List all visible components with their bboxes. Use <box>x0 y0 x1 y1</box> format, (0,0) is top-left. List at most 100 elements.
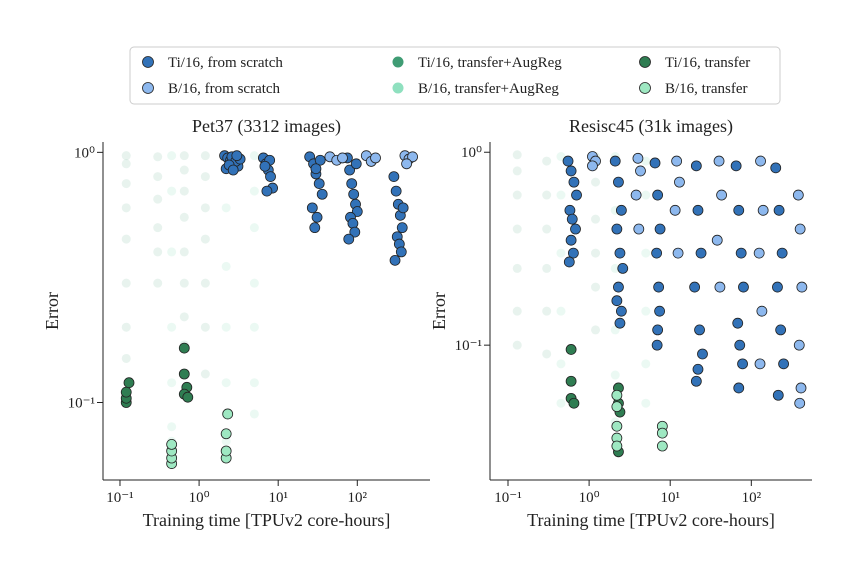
point <box>512 166 522 176</box>
point <box>121 179 131 189</box>
point <box>221 378 231 388</box>
point <box>121 159 131 169</box>
point <box>261 185 273 197</box>
subplot-title: Resisc45 (31k images) <box>569 116 733 137</box>
y-tick-label: 10⁰ <box>74 145 95 161</box>
subplot: Pet37 (3312 images) Training time [TPUv2 … <box>42 116 430 530</box>
point <box>179 247 189 257</box>
point <box>611 440 623 452</box>
x-tick-label: 10² <box>348 490 368 506</box>
point <box>220 445 232 457</box>
legend-marker <box>639 56 651 68</box>
point <box>591 282 601 292</box>
point <box>178 342 190 354</box>
point <box>249 378 259 388</box>
point <box>179 312 189 322</box>
point <box>772 281 783 293</box>
point <box>562 155 574 167</box>
point <box>613 281 624 293</box>
point <box>689 281 701 293</box>
point <box>542 349 552 359</box>
point <box>347 217 359 229</box>
point <box>564 204 576 216</box>
point <box>121 203 131 213</box>
point <box>153 152 163 162</box>
point <box>733 204 745 216</box>
point <box>778 358 789 370</box>
point <box>167 422 177 432</box>
point <box>220 428 232 440</box>
point <box>343 233 355 245</box>
point <box>512 306 522 316</box>
point <box>587 160 598 172</box>
point <box>611 223 623 235</box>
point <box>389 254 401 266</box>
point <box>591 214 601 224</box>
point <box>167 247 177 257</box>
point <box>775 324 787 336</box>
point <box>794 223 806 235</box>
legend-label: B/16, from scratch <box>168 81 281 97</box>
point <box>121 151 131 161</box>
point <box>737 358 748 370</box>
point <box>249 322 259 332</box>
point <box>337 152 348 164</box>
point <box>641 306 651 316</box>
y-axis-label: Error <box>42 292 62 330</box>
point <box>672 247 684 259</box>
x-tick-label: 10⁰ <box>579 490 600 506</box>
point <box>542 263 552 273</box>
point <box>227 164 239 176</box>
x-tick-label: 10² <box>742 490 762 506</box>
point <box>556 306 566 316</box>
point <box>738 281 749 293</box>
point <box>610 370 620 380</box>
point <box>641 248 651 258</box>
point <box>773 204 785 216</box>
point <box>568 397 580 409</box>
point <box>692 204 704 216</box>
point <box>716 189 727 201</box>
point <box>200 234 210 244</box>
point <box>346 178 358 190</box>
point <box>565 165 577 177</box>
point <box>167 151 177 161</box>
point <box>249 409 259 419</box>
point <box>735 247 747 259</box>
point <box>793 339 805 351</box>
point <box>714 281 726 293</box>
point <box>565 375 577 387</box>
point <box>311 211 323 223</box>
point <box>512 263 522 273</box>
y-tick-label: 10⁰ <box>461 145 482 161</box>
point <box>571 189 582 201</box>
point <box>249 223 259 233</box>
x-axis-label: Training time [TPUv2 core-hours] <box>143 510 391 530</box>
point <box>671 155 683 167</box>
point <box>542 306 552 316</box>
point <box>314 154 326 166</box>
point <box>694 324 705 336</box>
point <box>153 194 163 204</box>
point <box>556 248 566 258</box>
x-axis-label: Training time [TPUv2 core-hours] <box>527 510 775 530</box>
point <box>591 248 601 258</box>
point <box>348 188 360 200</box>
point <box>310 163 322 175</box>
point <box>610 263 620 273</box>
point <box>200 278 210 288</box>
x-tick-label: 10¹ <box>268 490 288 506</box>
point <box>651 339 663 351</box>
point <box>690 160 702 172</box>
subplot: Resisc45 (31k images) Training time [TPUv… <box>429 116 812 530</box>
point <box>641 156 651 166</box>
x-tick-label: 10⁻¹ <box>494 490 521 506</box>
point <box>615 204 627 216</box>
point <box>249 151 259 161</box>
point <box>654 305 666 317</box>
point <box>166 439 178 450</box>
point <box>711 234 723 246</box>
legend-label: B/16, transfer <box>665 81 747 97</box>
point <box>568 176 580 188</box>
